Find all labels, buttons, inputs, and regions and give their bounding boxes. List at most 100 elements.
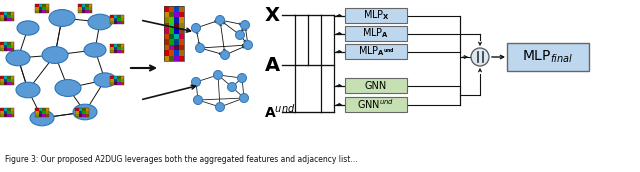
Bar xyxy=(45,10,49,13)
Bar xyxy=(38,4,42,7)
Bar xyxy=(169,12,174,17)
Bar xyxy=(45,4,49,7)
Bar xyxy=(169,34,174,39)
Bar xyxy=(113,82,117,85)
Bar xyxy=(3,114,7,117)
Bar xyxy=(85,10,88,13)
Bar xyxy=(169,45,174,50)
Bar xyxy=(179,28,184,34)
Bar xyxy=(86,114,89,117)
Text: $\mathbf{A}^{und}$: $\mathbf{A}^{und}$ xyxy=(264,103,296,121)
Bar xyxy=(179,12,184,17)
Bar xyxy=(7,12,10,15)
Bar xyxy=(164,6,169,12)
Bar xyxy=(79,108,82,111)
Bar xyxy=(7,114,10,117)
Bar xyxy=(164,39,169,45)
Bar xyxy=(179,45,184,50)
Bar xyxy=(120,47,124,50)
Bar xyxy=(3,18,7,21)
Bar xyxy=(81,4,85,7)
Bar xyxy=(164,56,169,61)
Bar xyxy=(7,76,10,79)
FancyBboxPatch shape xyxy=(345,97,407,112)
Bar xyxy=(7,45,10,48)
Bar xyxy=(164,12,169,17)
Bar xyxy=(42,7,45,10)
Bar xyxy=(78,4,92,13)
Circle shape xyxy=(236,30,244,40)
Bar xyxy=(10,76,14,79)
Bar xyxy=(174,56,179,61)
Bar xyxy=(3,108,7,111)
Bar xyxy=(110,44,124,53)
Bar xyxy=(120,50,124,53)
Bar xyxy=(179,23,184,28)
Circle shape xyxy=(193,95,202,105)
Bar xyxy=(0,114,3,117)
Circle shape xyxy=(191,24,200,33)
Bar xyxy=(45,111,49,114)
Bar xyxy=(169,23,174,28)
Bar xyxy=(179,17,184,23)
Bar xyxy=(75,108,89,117)
Bar xyxy=(10,114,14,117)
FancyBboxPatch shape xyxy=(345,44,407,59)
Bar xyxy=(3,45,7,48)
Circle shape xyxy=(216,103,225,111)
Bar xyxy=(164,17,169,23)
Bar xyxy=(113,76,117,79)
Bar xyxy=(88,7,92,10)
Bar xyxy=(10,45,14,48)
Bar xyxy=(113,15,117,18)
Bar xyxy=(174,17,179,23)
Ellipse shape xyxy=(73,104,97,120)
Bar xyxy=(42,108,45,111)
Bar xyxy=(120,76,124,79)
Bar xyxy=(45,114,49,117)
Bar xyxy=(81,7,85,10)
Bar xyxy=(117,18,120,21)
Bar xyxy=(110,18,113,21)
FancyBboxPatch shape xyxy=(345,78,407,93)
Bar xyxy=(35,111,38,114)
Bar xyxy=(86,108,89,111)
Ellipse shape xyxy=(55,79,81,96)
Circle shape xyxy=(237,73,246,83)
Circle shape xyxy=(214,71,223,79)
Bar xyxy=(0,15,3,18)
Bar xyxy=(35,114,38,117)
Bar xyxy=(110,79,113,82)
Bar xyxy=(78,4,81,7)
Bar xyxy=(164,23,169,28)
Circle shape xyxy=(243,40,253,50)
Bar xyxy=(117,79,120,82)
Bar xyxy=(35,7,38,10)
Bar xyxy=(174,45,179,50)
Bar xyxy=(45,108,49,111)
Bar xyxy=(113,18,117,21)
Bar xyxy=(110,47,113,50)
Bar xyxy=(3,48,7,51)
Bar xyxy=(85,4,88,7)
Bar xyxy=(10,48,14,51)
Bar xyxy=(78,7,81,10)
Bar xyxy=(110,50,113,53)
Bar xyxy=(120,21,124,24)
Text: MLP$_{\mathbf{A}}$: MLP$_{\mathbf{A}}$ xyxy=(362,27,390,40)
Bar xyxy=(120,79,124,82)
Bar xyxy=(3,111,7,114)
Bar xyxy=(164,6,184,61)
Bar xyxy=(10,42,14,45)
Bar xyxy=(7,48,10,51)
Bar xyxy=(0,42,3,45)
Bar xyxy=(0,18,3,21)
Bar xyxy=(3,79,7,82)
Bar xyxy=(3,12,7,15)
Ellipse shape xyxy=(42,47,68,63)
Bar xyxy=(110,21,113,24)
Bar xyxy=(10,79,14,82)
Bar xyxy=(110,44,113,47)
Bar xyxy=(164,34,169,39)
Circle shape xyxy=(216,15,225,24)
